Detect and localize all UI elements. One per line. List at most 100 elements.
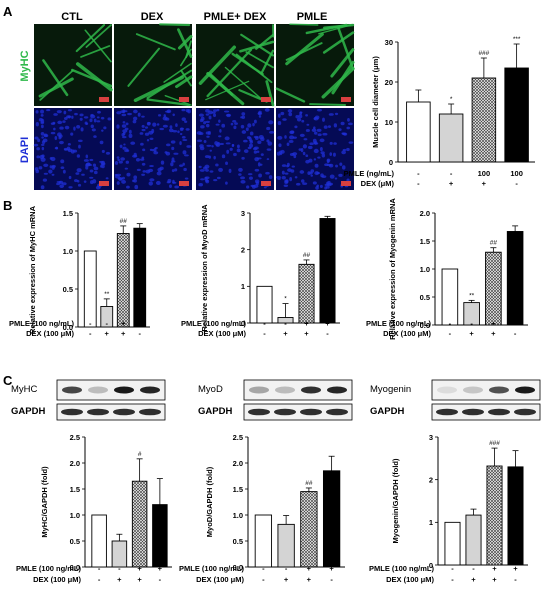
y-tick-label: 2.5 [233,433,243,442]
blot-band [114,386,134,394]
pmle-row-label: PMLE (100 ng/mL) [181,319,247,328]
pmle-value: - [262,564,265,573]
panel-label-b: B [3,198,12,213]
significance-mark: ### [489,440,500,447]
y-tick-label: 2 [429,475,433,484]
chart-C2: 0.0 0.5 1.0 1.5 2.0 2.5 MyoD/GAPDH (fold) ## PML… [179,433,345,584]
blot-band [140,386,160,394]
pmle-value: - [470,319,473,328]
pmle-value: + [329,564,334,573]
dex-value: - [515,179,518,188]
blot-loading-label-2: GAPDH [198,406,232,417]
dex-value: + [469,329,474,338]
scalebar-2 [179,97,189,102]
image-col-pmle: PMLE [297,11,328,23]
blot-target-label-1: MyHC [11,384,38,395]
dex-value: + [137,575,142,584]
significance-mark: ### [478,50,489,57]
dex-value: + [283,329,288,338]
blot-band [275,386,295,394]
dex-value: - [139,329,142,338]
y-tick-label: 0.5 [233,537,243,546]
dex-value: - [330,575,333,584]
blot-band [437,386,457,394]
myhc-image-4 [275,23,355,106]
significance-mark: * [450,96,453,103]
dapi-image-2 [114,108,192,190]
blot-band [463,386,483,394]
chart-B2: 0 1 2 3 Relative expression of MyoD mRNA * ## P… [181,204,340,338]
gapdh-band [61,408,83,416]
chart-C1: 0.0 0.5 1.0 1.5 2.0 2.5 MyHC/GAPDH (fold) # PMLE… [16,433,172,584]
significance-mark: # [138,451,142,458]
bar-C3-4 [507,466,524,566]
pmle-value: - [263,319,266,328]
y-tick-label: 0.0 [233,563,243,572]
y-tick-label: 10 [385,118,393,127]
bar-A-4 [504,67,529,163]
blot-target-3 [431,379,541,401]
bar-B1-1 [83,250,97,328]
image-col-ctl: CTL [61,11,83,23]
bar-B1-3 [116,233,130,328]
pmle-value: + [307,564,312,573]
scalebar-1 [99,97,109,102]
dex-value: - [514,329,517,338]
y-axis-label: Relative expression of MyoD mRNA [200,204,209,332]
y-axis-label: Myogenin/GAPDH (fold) [391,458,400,543]
image-col-pmle-dex: PMLE+ DEX [204,11,267,23]
pmle-row-label: PMLE (ng/mL) [344,169,395,178]
y-tick-label: 1.5 [63,209,73,218]
bar-A-3 [471,77,497,163]
blot-gapdh-3 [431,403,541,421]
significance-mark: ## [303,252,311,259]
dapi-image-3 [196,108,275,190]
dex-value: + [117,575,122,584]
image-row-dapi: DAPI [19,137,31,163]
y-tick-label: 1.0 [233,511,243,520]
panel-label-a: A [3,4,13,19]
gapdh-band [113,408,135,416]
significance-mark: ## [490,240,498,247]
pmle-row-label: PMLE (100 ng/mL) [369,564,435,573]
blot-band [88,386,108,394]
y-axis-label: MyoD/GAPDH (fold) [205,466,214,537]
blot-loading-label-3: GAPDH [370,406,404,417]
pmle-value: + [325,319,330,328]
pmle-value: + [491,319,496,328]
myhc-image-3 [196,24,275,107]
gapdh-band [274,408,296,416]
pmle-value: - [451,564,454,573]
pmle-value: - [284,319,287,328]
myhc-image-2 [114,23,193,107]
bar-C3-1 [444,521,461,566]
bar-C2-1 [254,514,273,568]
pmle-value: + [513,319,518,328]
blot-target-1 [56,379,166,401]
y-tick-label: 2.0 [70,459,80,468]
dex-row-label: DEX (μM) [361,179,395,188]
pmle-value: 100 [478,169,491,178]
dex-row-label: DEX (100 μM) [33,575,81,584]
blot-band [515,386,535,394]
y-axis-label: Relative expression of Myogenin mRNA [388,198,397,340]
y-tick-label: 1.5 [70,485,80,494]
dex-value: + [492,575,497,584]
image-col-dex: DEX [141,11,164,23]
significance-mark: ** [104,291,110,298]
gapdh-band [87,408,109,416]
blot-target-2 [243,379,353,401]
blot-gapdh-1 [56,403,166,421]
pmle-row-label: PMLE (100 ng/mL) [179,564,245,573]
y-tick-label: 1.0 [420,265,430,274]
y-tick-label: 3 [429,433,433,442]
significance-mark: *** [513,36,521,43]
y-axis-label: MyHC/GAPDH (fold) [40,466,49,538]
blot-loading-label-1: GAPDH [11,406,45,417]
pmle-row-label: PMLE (100 ng/mL) [16,564,82,573]
y-tick-label: 1 [429,518,433,527]
microscopy-grid [33,23,355,190]
y-tick-label: 0.5 [63,285,73,294]
y-tick-label: 1.0 [70,511,80,520]
